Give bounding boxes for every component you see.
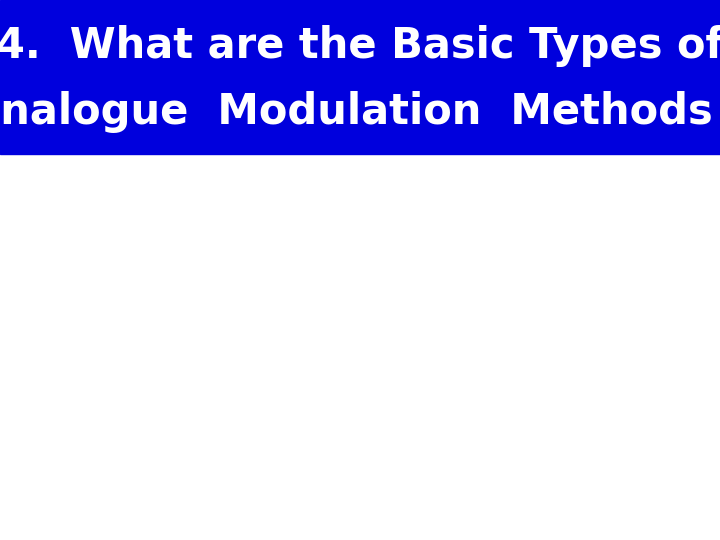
- Text: 4.  What are the Basic Types of: 4. What are the Basic Types of: [0, 25, 720, 67]
- Bar: [0, 0, 720, 154]
- Text: Analogue  Modulation  Methods ?: Analogue Modulation Methods ?: [0, 91, 720, 133]
